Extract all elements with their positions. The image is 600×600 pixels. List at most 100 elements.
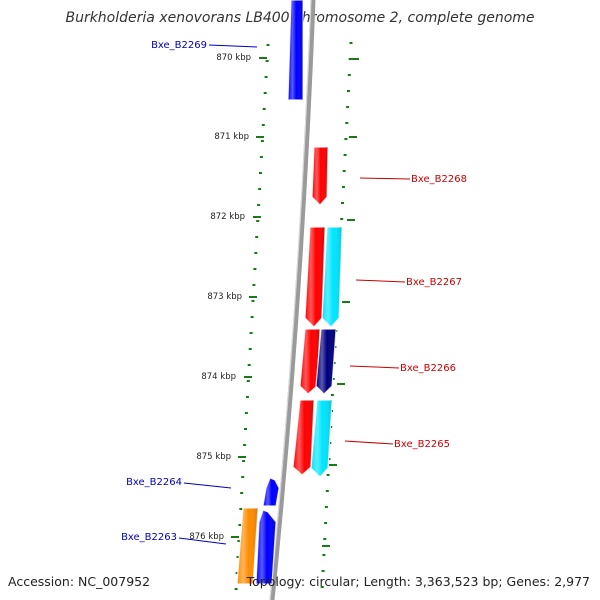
ruler-tick [347, 219, 355, 221]
ruler-dot [343, 154, 347, 156]
ruler-dot [260, 140, 264, 142]
ruler-dot [324, 522, 328, 524]
backbone [269, 0, 316, 600]
ruler-dot [342, 170, 346, 172]
ruler-dot [240, 492, 244, 494]
ruler-dot [249, 332, 253, 334]
gene-feature-shine [311, 400, 332, 477]
backbone-highlight [269, 0, 312, 600]
ruler-dot [247, 364, 251, 366]
ruler-dot [258, 188, 262, 190]
ruler-tick [329, 464, 337, 466]
ruler-tick-label: 871 kbp [214, 132, 249, 142]
ruler-dot [235, 572, 239, 574]
ruler-tick [349, 136, 357, 138]
gene-feature-shine [300, 329, 320, 394]
ruler-dot [325, 490, 329, 492]
ruler-dot [322, 554, 326, 556]
ruler-tick [342, 301, 350, 303]
ruler-dot [323, 538, 327, 540]
gene-label-leader [178, 537, 227, 545]
gene-label[interactable]: Bxe_B2263 [121, 532, 177, 543]
ruler-dot [237, 540, 241, 542]
ruler-dot [347, 90, 350, 92]
ruler-dot [326, 474, 330, 476]
gene-feature-shine [263, 478, 279, 506]
ruler-tick [259, 57, 267, 59]
ruler-tick [253, 216, 261, 218]
ruler-tick-label: 875 kbp [196, 452, 231, 462]
ruler-dot [330, 394, 334, 396]
gene-feature-shine [288, 0, 303, 100]
ruler-dot [244, 428, 247, 430]
ruler-dot [256, 220, 260, 222]
ruler-dot [331, 378, 335, 380]
ruler-tick [249, 296, 257, 298]
ruler-dot [251, 300, 255, 302]
gene-label[interactable]: Bxe_B2269 [151, 40, 207, 51]
ruler-dot [253, 268, 257, 270]
gene-feature-shine [312, 147, 328, 205]
ruler-dot [344, 138, 348, 140]
ruler-tick-label: 870 kbp [216, 53, 251, 63]
gene-feature-shine [237, 508, 258, 584]
ruler-dot [236, 556, 240, 558]
ruler-dot [239, 508, 243, 510]
ruler-dot [254, 252, 258, 254]
ruler-dot [259, 156, 263, 158]
gene-label[interactable]: Bxe_B2268 [411, 174, 467, 185]
backbone-line [269, 0, 316, 600]
ruler-dot [238, 524, 242, 526]
ruler-dot [264, 76, 268, 78]
ruler-tick [256, 136, 264, 138]
ruler-tick [337, 383, 345, 385]
ruler-tick-label: 873 kbp [207, 292, 242, 302]
ruler-dot [234, 588, 238, 590]
ruler-dot [248, 348, 252, 350]
ruler-tick-label: 872 kbp [210, 212, 245, 222]
gene-label[interactable]: Bxe_B2265 [394, 439, 450, 450]
ruler-dot [262, 108, 266, 110]
genome-summary-text: Topology: circular; Length: 3,363,523 bp… [246, 574, 590, 589]
ruler-dot [346, 106, 350, 108]
ruler-tick [244, 376, 252, 378]
ruler-tick [351, 58, 359, 60]
ruler-dot [244, 412, 248, 414]
gene-label[interactable]: Bxe_B2264 [126, 477, 182, 488]
ruler-tick [322, 545, 330, 547]
ruler-dot [263, 92, 267, 94]
gene-features [236, 0, 343, 585]
gene-label-leader [355, 279, 406, 283]
gene-label-leader [208, 44, 258, 48]
gene-label[interactable]: Bxe_B2267 [406, 277, 462, 288]
ruler-dot [255, 236, 259, 238]
ruler-dot [324, 506, 328, 508]
ruler-dot [241, 476, 245, 478]
ruler-dot [242, 460, 246, 462]
gene-label-leader [359, 177, 411, 180]
ruler-dot [349, 42, 353, 44]
gene-label[interactable]: Bxe_B2266 [400, 363, 456, 374]
gene-label-leader [344, 440, 394, 445]
ruler-tick [238, 456, 246, 458]
ruler-dot [257, 204, 261, 206]
gene-feature-shine [316, 329, 336, 394]
ruler-dot [341, 202, 344, 204]
ruler-dot [250, 316, 254, 318]
gene-feature-shine [322, 227, 342, 327]
ruler-dot [340, 218, 344, 220]
ruler-dot [261, 124, 265, 126]
ruler-dot [265, 60, 269, 62]
ruler-dot [246, 380, 250, 382]
ruler-tick-label: 876 kbp [189, 532, 224, 542]
gene-feature-shine [293, 400, 314, 475]
ruler-dot [321, 570, 325, 572]
ruler-dot [259, 172, 262, 174]
ruler-tick [231, 536, 239, 538]
accession-text: Accession: NC_007952 [8, 574, 151, 589]
ruler-guides [231, 42, 359, 590]
ruler-dot [345, 122, 349, 124]
ruler-dot [252, 284, 256, 286]
ruler-dot [348, 58, 352, 60]
